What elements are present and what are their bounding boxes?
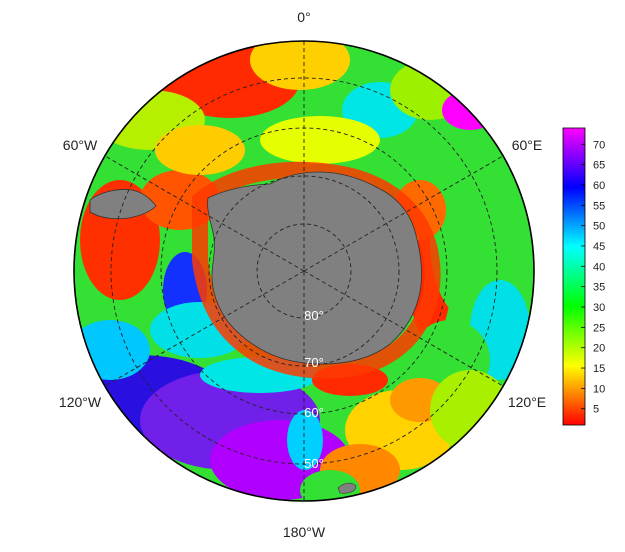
colorbar-tick-label: 55 (593, 200, 605, 212)
colorbar-tick-label: 60 (593, 180, 605, 192)
colorbar-tick-label: 20 (593, 343, 605, 355)
colorbar-tick-label: 15 (593, 363, 605, 375)
colorbar: 70 65 60 55 50 45 40 35 30 25 20 15 10 5 (562, 127, 605, 426)
colorbar-tick-label: 45 (593, 241, 605, 253)
lon-label-180w: 180°W (283, 524, 326, 540)
lon-label-60e: 60°E (512, 137, 543, 153)
colorbar-tick-label: 35 (593, 282, 605, 294)
lat-label-60: 60° (304, 405, 324, 420)
data-field (74, 41, 534, 501)
meridian-60w (104, 155, 305, 272)
colorbar-tick-label: 5 (593, 404, 599, 416)
lon-label-0: 0° (297, 9, 310, 25)
colorbar-tick-label: 70 (593, 139, 605, 151)
lat-label-80: 80° (304, 308, 324, 323)
colorbar-tick-label: 25 (593, 322, 605, 334)
colorbar-gradient (562, 127, 586, 426)
lon-label-120w: 120°W (59, 394, 102, 410)
colorbar-tick-label: 65 (593, 160, 605, 172)
lon-label-120e: 120°E (508, 394, 546, 410)
colorbar-tick-label: 50 (593, 221, 605, 233)
colorbar-tick-label: 40 (593, 261, 605, 273)
meridian-120 (303, 270, 504, 387)
lat-circle-80 (256, 223, 352, 319)
lat-label-70: 70° (304, 355, 324, 370)
colorbar-tick-label: 30 (593, 302, 605, 314)
colorbar-tick-label: 10 (593, 383, 605, 395)
coastal-ring (192, 161, 441, 379)
lat-label-50: 50° (304, 456, 324, 471)
graticule (104, 41, 504, 501)
antarctica-land (207, 171, 422, 365)
map-boundary (73, 40, 535, 502)
meridian-120w (104, 270, 305, 387)
lon-label-60w: 60°W (63, 137, 98, 153)
meridian-60 (303, 155, 504, 272)
colorbar-ticks: 70 65 60 55 50 45 40 35 30 25 20 15 10 5 (581, 139, 605, 416)
small-island (337, 482, 357, 494)
